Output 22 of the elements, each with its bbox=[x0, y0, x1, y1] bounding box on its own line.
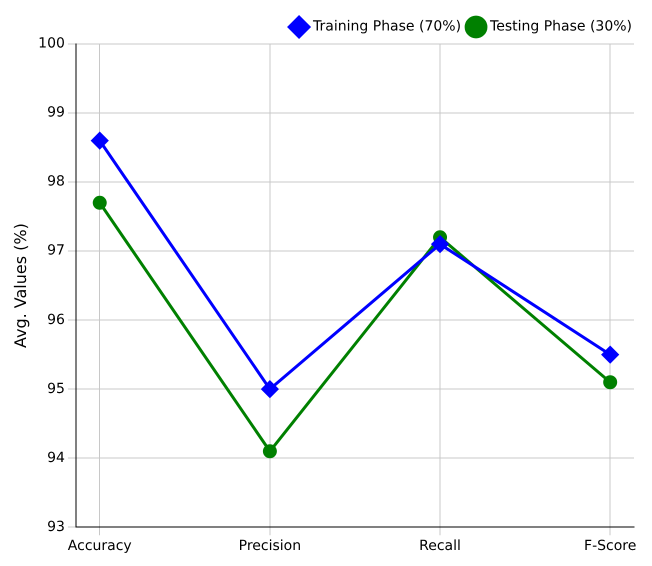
y-tick-label: 98 bbox=[47, 174, 65, 190]
y-tick-label: 95 bbox=[47, 380, 65, 397]
y-tick-label: 93 bbox=[47, 518, 65, 535]
y-tick-label: 100 bbox=[38, 36, 65, 52]
legend-label: Training Phase (70%) bbox=[312, 18, 462, 35]
point bbox=[262, 444, 277, 458]
x-tick-label: Precision bbox=[238, 538, 302, 554]
y-axis-title: Avg. Values (%) bbox=[10, 223, 30, 348]
x-tick-label: Accuracy bbox=[68, 538, 132, 554]
y-tick-label: 94 bbox=[47, 450, 65, 466]
y-tick-label: 97 bbox=[47, 242, 65, 259]
point bbox=[432, 236, 449, 253]
point bbox=[261, 380, 278, 398]
point bbox=[602, 346, 619, 364]
legend-label: Testing Phase (30%) bbox=[489, 18, 632, 35]
point bbox=[92, 196, 107, 210]
x-tick-label: F-Score bbox=[584, 538, 636, 554]
x-tick-label: Recall bbox=[419, 538, 461, 554]
point bbox=[91, 132, 108, 150]
y-tick-label: 96 bbox=[47, 312, 65, 328]
point bbox=[603, 375, 618, 390]
y-tick-label: 99 bbox=[47, 104, 65, 121]
